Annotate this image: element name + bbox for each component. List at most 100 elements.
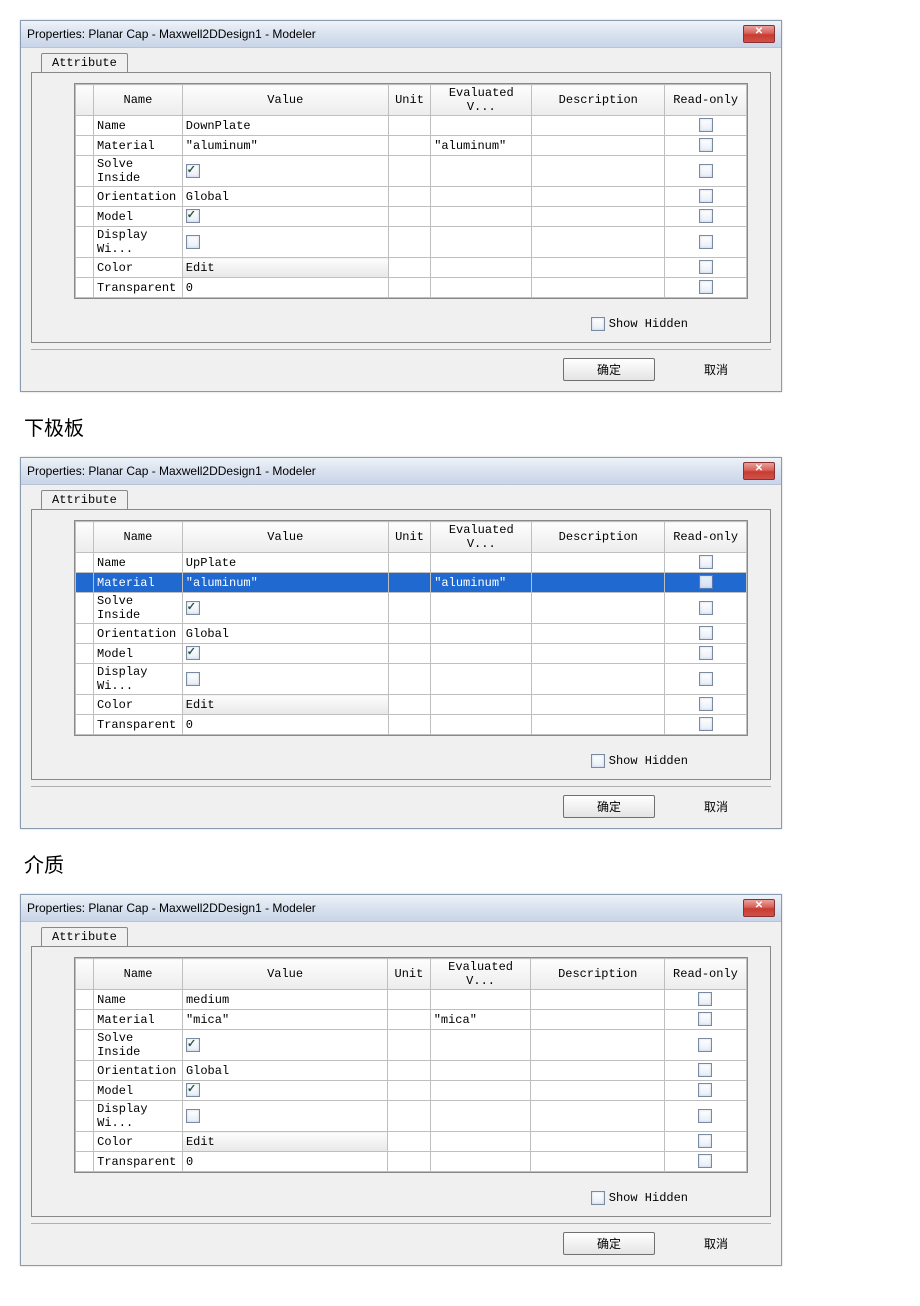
edit-color-button[interactable]: Edit — [182, 258, 388, 278]
titlebar[interactable]: Properties: Planar Cap - Maxwell2DDesign… — [21, 21, 781, 48]
ok-button[interactable]: 确定 — [563, 1232, 655, 1255]
show-hidden-checkbox[interactable]: Show Hidden — [591, 317, 688, 331]
value-cell[interactable] — [182, 593, 388, 624]
value-cell[interactable]: 0 — [182, 278, 388, 298]
readonly-checkbox[interactable] — [698, 1083, 712, 1097]
value-checkbox[interactable] — [186, 672, 200, 686]
readonly-cell[interactable] — [665, 644, 747, 664]
column-header[interactable]: Description — [532, 85, 665, 116]
readonly-checkbox[interactable] — [699, 164, 713, 178]
value-checkbox[interactable] — [186, 1109, 200, 1123]
table-row[interactable]: ColorEdit — [76, 695, 747, 715]
value-checkbox[interactable] — [186, 1038, 200, 1052]
table-row[interactable]: Transparent0 — [76, 278, 747, 298]
value-cell[interactable] — [182, 227, 388, 258]
edit-color-button[interactable]: Edit — [182, 695, 388, 715]
readonly-checkbox[interactable] — [699, 672, 713, 686]
tab-attribute[interactable]: Attribute — [41, 927, 128, 947]
value-cell[interactable]: Global — [182, 1061, 387, 1081]
readonly-checkbox[interactable] — [698, 1154, 712, 1168]
readonly-cell[interactable] — [665, 187, 747, 207]
column-header[interactable] — [76, 85, 94, 116]
readonly-checkbox[interactable] — [699, 118, 713, 132]
table-row[interactable]: Model — [76, 1081, 747, 1101]
value-cell[interactable]: "mica" — [182, 1010, 387, 1030]
table-row[interactable]: Material"aluminum""aluminum" — [76, 136, 747, 156]
readonly-cell[interactable] — [664, 1101, 746, 1132]
readonly-checkbox[interactable] — [699, 138, 713, 152]
cancel-button[interactable]: 取消 — [671, 359, 761, 380]
value-cell[interactable] — [182, 1030, 387, 1061]
column-header[interactable]: Name — [94, 522, 183, 553]
value-cell[interactable]: "aluminum" — [182, 573, 388, 593]
readonly-checkbox[interactable] — [698, 1134, 712, 1148]
readonly-cell[interactable] — [664, 1081, 746, 1101]
table-row[interactable]: NameUpPlate — [76, 553, 747, 573]
tab-attribute[interactable]: Attribute — [41, 53, 128, 73]
table-row[interactable]: OrientationGlobal — [76, 1061, 747, 1081]
readonly-checkbox[interactable] — [699, 697, 713, 711]
table-row[interactable]: OrientationGlobal — [76, 624, 747, 644]
table-row[interactable]: Material"mica""mica" — [76, 1010, 747, 1030]
table-row[interactable]: Model — [76, 207, 747, 227]
table-row[interactable]: Namemedium — [76, 990, 747, 1010]
column-header[interactable]: Unit — [388, 522, 430, 553]
ok-button[interactable]: 确定 — [563, 795, 655, 818]
readonly-checkbox[interactable] — [699, 280, 713, 294]
column-header[interactable]: Unit — [388, 85, 430, 116]
value-cell[interactable]: 0 — [182, 715, 388, 735]
table-row[interactable]: NameDownPlate — [76, 116, 747, 136]
readonly-cell[interactable] — [664, 1010, 746, 1030]
table-row[interactable]: Transparent0 — [76, 1152, 747, 1172]
column-header[interactable]: Value — [182, 85, 388, 116]
readonly-cell[interactable] — [665, 227, 747, 258]
value-checkbox[interactable] — [186, 164, 200, 178]
readonly-cell[interactable] — [664, 990, 746, 1010]
readonly-checkbox[interactable] — [699, 235, 713, 249]
column-header[interactable]: Unit — [388, 959, 430, 990]
value-cell[interactable] — [182, 1081, 387, 1101]
table-row[interactable]: Model — [76, 644, 747, 664]
readonly-checkbox[interactable] — [698, 992, 712, 1006]
value-checkbox[interactable] — [186, 209, 200, 223]
readonly-cell[interactable] — [665, 156, 747, 187]
readonly-checkbox[interactable] — [699, 555, 713, 569]
readonly-checkbox[interactable] — [698, 1012, 712, 1026]
column-header[interactable]: Read-only — [665, 85, 747, 116]
table-row[interactable]: Material"aluminum""aluminum" — [76, 573, 747, 593]
table-row[interactable]: Transparent0 — [76, 715, 747, 735]
readonly-cell[interactable] — [665, 664, 747, 695]
value-checkbox[interactable] — [186, 601, 200, 615]
readonly-cell[interactable] — [664, 1061, 746, 1081]
show-hidden-box[interactable] — [591, 317, 605, 331]
readonly-cell[interactable] — [665, 136, 747, 156]
readonly-cell[interactable] — [664, 1030, 746, 1061]
readonly-checkbox[interactable] — [699, 189, 713, 203]
edit-color-button[interactable]: Edit — [182, 1132, 387, 1152]
column-header[interactable]: Read-only — [665, 522, 747, 553]
column-header[interactable]: Name — [94, 85, 183, 116]
readonly-checkbox[interactable] — [699, 601, 713, 615]
close-icon[interactable]: ✕ — [743, 899, 775, 917]
table-row[interactable]: Display Wi... — [76, 664, 747, 695]
readonly-cell[interactable] — [664, 1152, 746, 1172]
readonly-cell[interactable] — [665, 553, 747, 573]
titlebar[interactable]: Properties: Planar Cap - Maxwell2DDesign… — [21, 458, 781, 485]
readonly-checkbox[interactable] — [698, 1038, 712, 1052]
column-header[interactable]: Evaluated V... — [431, 85, 532, 116]
value-cell[interactable] — [182, 156, 388, 187]
readonly-checkbox[interactable] — [699, 209, 713, 223]
readonly-cell[interactable] — [665, 258, 747, 278]
readonly-cell[interactable] — [665, 715, 747, 735]
value-cell[interactable]: UpPlate — [182, 553, 388, 573]
value-cell[interactable] — [182, 644, 388, 664]
show-hidden-box[interactable] — [591, 754, 605, 768]
table-row[interactable]: ColorEdit — [76, 1132, 747, 1152]
tab-attribute[interactable]: Attribute — [41, 490, 128, 510]
readonly-checkbox[interactable] — [699, 626, 713, 640]
close-icon[interactable]: ✕ — [743, 462, 775, 480]
readonly-checkbox[interactable] — [698, 1109, 712, 1123]
value-checkbox[interactable] — [186, 235, 200, 249]
readonly-checkbox[interactable] — [698, 1063, 712, 1077]
cancel-button[interactable]: 取消 — [671, 796, 761, 817]
